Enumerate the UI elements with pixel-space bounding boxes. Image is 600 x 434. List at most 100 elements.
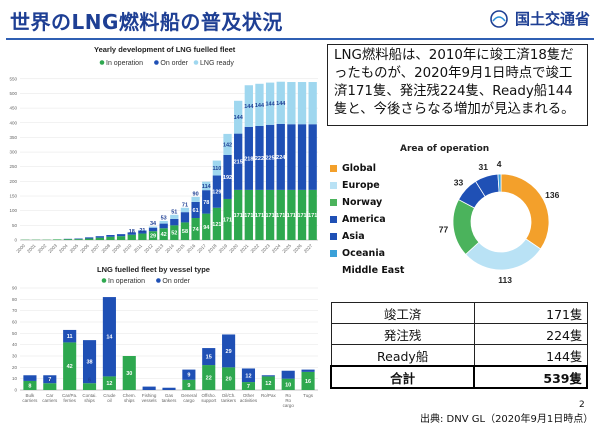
y-tick-label: 50 xyxy=(12,331,18,336)
legend-marker xyxy=(330,267,337,274)
chart-title: LNG fuelled fleet by vessel type xyxy=(97,265,210,274)
summary-box: LNG燃料船は、2010年に竣工済18隻だったものが、2020年9月1日時点で竣… xyxy=(327,44,588,126)
legend-label: In operation xyxy=(108,278,145,285)
bar-data-label: 74 xyxy=(193,227,200,233)
bar-segment-on-order xyxy=(138,230,147,234)
legend-marker xyxy=(330,182,337,189)
bar-data-label: 6 xyxy=(48,378,51,384)
bar-segment-lng-ready xyxy=(287,82,296,125)
bar-data-label: 7 xyxy=(247,384,250,390)
stats-value: 144隻 xyxy=(473,344,588,367)
bar-segment-on-order xyxy=(102,297,116,377)
x-tick-label: 2014 xyxy=(164,243,175,254)
legend-marker xyxy=(99,60,105,65)
bar-data-label: 144 xyxy=(266,102,276,108)
bar-segment-in-operation xyxy=(180,222,190,240)
bar-data-label: 78 xyxy=(203,200,209,206)
bar-data-label: 21 xyxy=(139,228,145,234)
bar-segment-on-order xyxy=(241,368,256,383)
bar-segment-in-operation xyxy=(276,189,285,240)
donut-value-label: 136 xyxy=(545,190,559,200)
bar-data-label: 42 xyxy=(161,232,167,238)
bar-data-label: 38 xyxy=(86,360,92,366)
x-tick-label: 2012 xyxy=(143,243,154,254)
bar-segment-in-operation xyxy=(85,238,94,240)
bar-segment-in-operation xyxy=(234,189,243,240)
source-note: 出典: DNV GL（2020年9月1日時点） xyxy=(420,414,594,425)
x-tick-label: Chem. ships xyxy=(123,393,136,403)
bar-segment-lng-ready xyxy=(234,100,243,134)
bar-data-label: 94 xyxy=(203,225,210,231)
bar-segment-on-order xyxy=(281,370,295,379)
x-tick-label: 2027 xyxy=(303,243,314,254)
bar-segment-in-operation xyxy=(297,189,307,240)
bar-segment-on-order xyxy=(127,232,136,235)
bar-segment-in-operation xyxy=(287,189,296,240)
bar-segment-lng-ready xyxy=(138,230,147,231)
y-tick-label: 30 xyxy=(12,354,18,359)
bar-data-label: 144 xyxy=(255,103,265,109)
stats-label: 竣工済 xyxy=(330,302,475,324)
legend-label: Asia xyxy=(342,231,365,242)
bar-segment-on-order xyxy=(244,126,253,190)
bar-segment-on-order xyxy=(308,124,317,190)
bar-segment-in-operation xyxy=(148,231,158,240)
x-tick-label: Car/Pa. ferries xyxy=(62,393,77,403)
bar-segment-on-order xyxy=(180,212,190,223)
legend-label: In operation xyxy=(106,60,143,67)
bar-data-label: 8 xyxy=(28,383,31,389)
area-legend: Global Europe Norway America Asia Oceania Midd… xyxy=(330,160,404,279)
stats-value: 539隻 xyxy=(473,365,588,389)
bar-data-label: 71 xyxy=(182,202,188,208)
area-chart-title: Area of operation xyxy=(400,144,490,154)
bar-segment-in-operation xyxy=(212,207,222,240)
bar-segment-in-operation xyxy=(63,342,77,390)
x-tick-label: 2021 xyxy=(239,243,250,254)
bar-segment-in-operation xyxy=(122,356,136,390)
y-tick-label: 450 xyxy=(9,106,17,111)
bar-data-label: 171 xyxy=(276,213,285,219)
legend-marker xyxy=(154,60,159,65)
y-tick-label: 90 xyxy=(12,286,18,291)
legend-label: On order xyxy=(162,278,190,285)
bar-segment-in-operation xyxy=(191,218,200,240)
bar-segment-on-order xyxy=(297,124,307,190)
y-tick-label: 10 xyxy=(12,376,18,381)
y-tick-label: 300 xyxy=(9,150,17,155)
bar-segment-in-operation xyxy=(23,380,37,390)
bar-data-label: 144 xyxy=(234,115,244,121)
bar-segment-in-operation xyxy=(202,213,211,240)
bar-segment-on-order xyxy=(223,155,232,199)
x-tick-label: 2002 xyxy=(37,243,48,254)
x-tick-label: 2010 xyxy=(122,243,133,254)
bar-data-label: 171 xyxy=(234,213,243,219)
bar-data-label: 218 xyxy=(244,156,253,162)
x-tick-label: 2023 xyxy=(260,243,271,254)
bar-segment-in-operation xyxy=(106,236,115,240)
bar-data-label: 29 xyxy=(150,234,156,240)
bar-segment-lng-ready xyxy=(212,160,222,176)
x-tick-label: Tugs xyxy=(303,393,314,398)
x-tick-label: Car carriers xyxy=(42,393,58,403)
x-tick-label: 2026 xyxy=(292,243,303,254)
total-row: 合計 539隻 xyxy=(329,365,588,389)
bar-segment-in-operation xyxy=(241,382,256,390)
fleet-summary-table: 竣工済 171隻 発注残 224隻 Ready船 144隻 合計 539隻 xyxy=(329,302,588,389)
bar-segment-on-order xyxy=(261,375,275,377)
x-tick-label: 2025 xyxy=(281,243,292,254)
bar-data-label: 144 xyxy=(276,101,286,107)
legend-marker xyxy=(156,278,161,283)
x-tick-label: Fishing vessels xyxy=(142,393,158,403)
bar-segment-on-order xyxy=(276,123,285,190)
bar-segment-lng-ready xyxy=(223,133,232,155)
bar-segment-on-order xyxy=(142,386,156,390)
bar-segment-lng-ready xyxy=(191,196,200,202)
bar-segment-on-order xyxy=(287,124,296,190)
y-tick-label: 80 xyxy=(12,297,18,302)
stats-label: 発注残 xyxy=(330,323,475,345)
bar-data-label: 12 xyxy=(245,373,251,379)
x-tick-label: 2017 xyxy=(196,243,207,254)
y-tick-label: 550 xyxy=(9,76,17,81)
x-tick-label: Other activities xyxy=(240,393,258,403)
x-tick-label: 2006 xyxy=(79,243,90,254)
